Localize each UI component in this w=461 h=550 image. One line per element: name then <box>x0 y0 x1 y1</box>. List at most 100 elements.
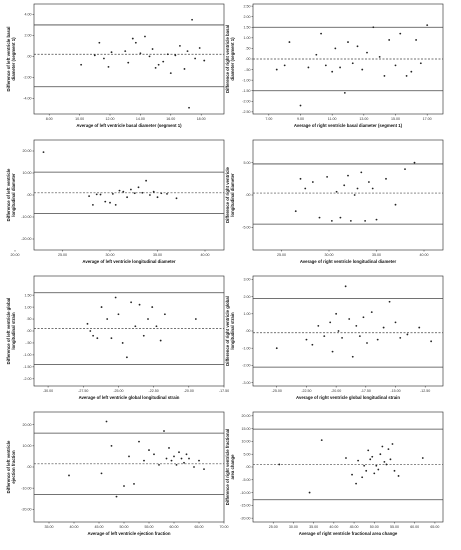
panel-lv-basal: 4.00 2.00 .00 -2.00 -4.00 8.00 10.00 12.00 14.00… <box>6 3 225 128</box>
y-tick-label: -2.00 <box>242 100 250 104</box>
y-axis-label: Difference of right ventricle basal <box>225 25 230 93</box>
data-point <box>185 453 188 456</box>
data-point <box>375 464 378 467</box>
panel-rv-long: 5.00 .00 -5.00 25.00 30.00 35.00 40.00 Average … <box>225 139 444 264</box>
x-tick-label: 10.00 <box>75 117 84 121</box>
data-point <box>393 469 396 472</box>
data-point <box>320 32 322 35</box>
x-tick-label: 16.00 <box>166 117 175 121</box>
data-point <box>68 474 70 477</box>
data-point <box>299 177 302 180</box>
plot-frame <box>33 411 225 523</box>
x-tick-label: 35.00 <box>372 253 381 257</box>
data-point <box>123 485 125 487</box>
y-tick-label: 3.00 <box>244 278 251 282</box>
data-point <box>100 472 103 475</box>
x-tick-label: 55.00 <box>145 525 154 529</box>
data-point <box>104 200 107 203</box>
data-point <box>378 55 381 58</box>
data-point <box>348 318 351 320</box>
data-point <box>175 197 178 200</box>
data-point <box>194 318 197 320</box>
data-point <box>109 201 111 204</box>
data-point <box>339 66 341 69</box>
data-point <box>188 457 190 460</box>
y-tick-label: -1.50 <box>242 89 250 93</box>
data-point <box>105 420 108 423</box>
data-point <box>188 106 190 109</box>
y-axis-label: longitudinal diameter <box>11 173 16 217</box>
x-axis-label: Average of left ventricle global longitu… <box>79 395 180 400</box>
x-tick-label: 50.00 <box>370 525 379 529</box>
data-point <box>355 324 358 327</box>
data-point <box>137 186 140 189</box>
y-axis-label: Difference of left ventricle <box>6 168 11 221</box>
data-point <box>418 326 421 329</box>
data-point <box>347 174 349 177</box>
data-point <box>326 175 328 178</box>
data-point <box>186 50 189 53</box>
x-tick-label: 65.00 <box>430 525 439 529</box>
panel-lv-gls: 1.50 1.00 .50 .00 -.50 -1.00 -1.50 -2.00 -30.00 -… <box>6 275 229 400</box>
y-tick-label: .00 <box>27 193 32 197</box>
data-point <box>330 219 333 222</box>
x-tick-label: 25.00 <box>269 525 278 529</box>
data-point <box>367 449 370 452</box>
data-point <box>175 463 178 466</box>
data-point <box>198 47 201 49</box>
data-point <box>183 461 185 464</box>
data-point <box>139 52 142 55</box>
y-tick-label: .50 <box>27 317 32 321</box>
plot-frame <box>33 139 225 251</box>
y-tick-label: -5.00 <box>242 478 250 482</box>
y-tick-label: -4.00 <box>23 96 31 100</box>
x-tick-label: -17.50 <box>361 389 371 393</box>
x-tick-label: 45.00 <box>95 525 104 529</box>
data-point <box>144 35 146 38</box>
x-tick-label: 25.00 <box>58 253 67 257</box>
data-point <box>154 67 157 69</box>
data-point <box>311 181 314 183</box>
data-point <box>99 193 102 196</box>
data-point <box>96 337 99 340</box>
data-point <box>311 343 314 346</box>
data-point <box>93 54 96 57</box>
data-point <box>198 459 200 462</box>
data-point <box>391 443 394 445</box>
data-point <box>178 451 180 454</box>
y-tick-label: -2.00 <box>23 76 31 80</box>
data-point <box>151 306 154 308</box>
y-axis-label: diameter (segment 1) <box>11 37 16 81</box>
y-tick-label: 2.50 <box>244 4 251 8</box>
x-tick-label: 60.00 <box>410 525 419 529</box>
data-point <box>143 459 145 462</box>
data-point <box>127 61 130 64</box>
data-point <box>379 453 382 456</box>
data-point <box>278 463 281 466</box>
y-tick-label: 4.00 <box>25 13 32 17</box>
y-tick-label: -1.00 <box>23 353 31 357</box>
data-point <box>410 70 413 73</box>
x-tick-label: 20.00 <box>11 253 20 257</box>
data-point <box>369 458 372 461</box>
y-axis-label: Difference of right ventricle global <box>225 296 230 366</box>
y-tick-label: -1.50 <box>23 365 31 369</box>
data-point <box>283 64 286 67</box>
data-point <box>358 335 361 338</box>
data-point <box>86 322 89 325</box>
data-point <box>169 72 172 75</box>
data-point <box>142 334 145 337</box>
y-tick-label: -20.00 <box>240 516 250 520</box>
y-tick-label: -10.00 <box>21 215 31 219</box>
y-tick-label: -10.00 <box>240 491 250 495</box>
data-point <box>165 457 168 460</box>
x-tick-label: 55.00 <box>390 525 399 529</box>
data-point <box>117 313 120 316</box>
x-tick-label: 9.00 <box>297 117 304 121</box>
data-point <box>133 483 135 485</box>
data-point <box>315 53 318 56</box>
data-point <box>368 181 370 183</box>
y-tick-label: 2.00 <box>244 15 251 19</box>
x-tick-label: 35.00 <box>45 525 54 529</box>
data-point <box>168 447 170 449</box>
